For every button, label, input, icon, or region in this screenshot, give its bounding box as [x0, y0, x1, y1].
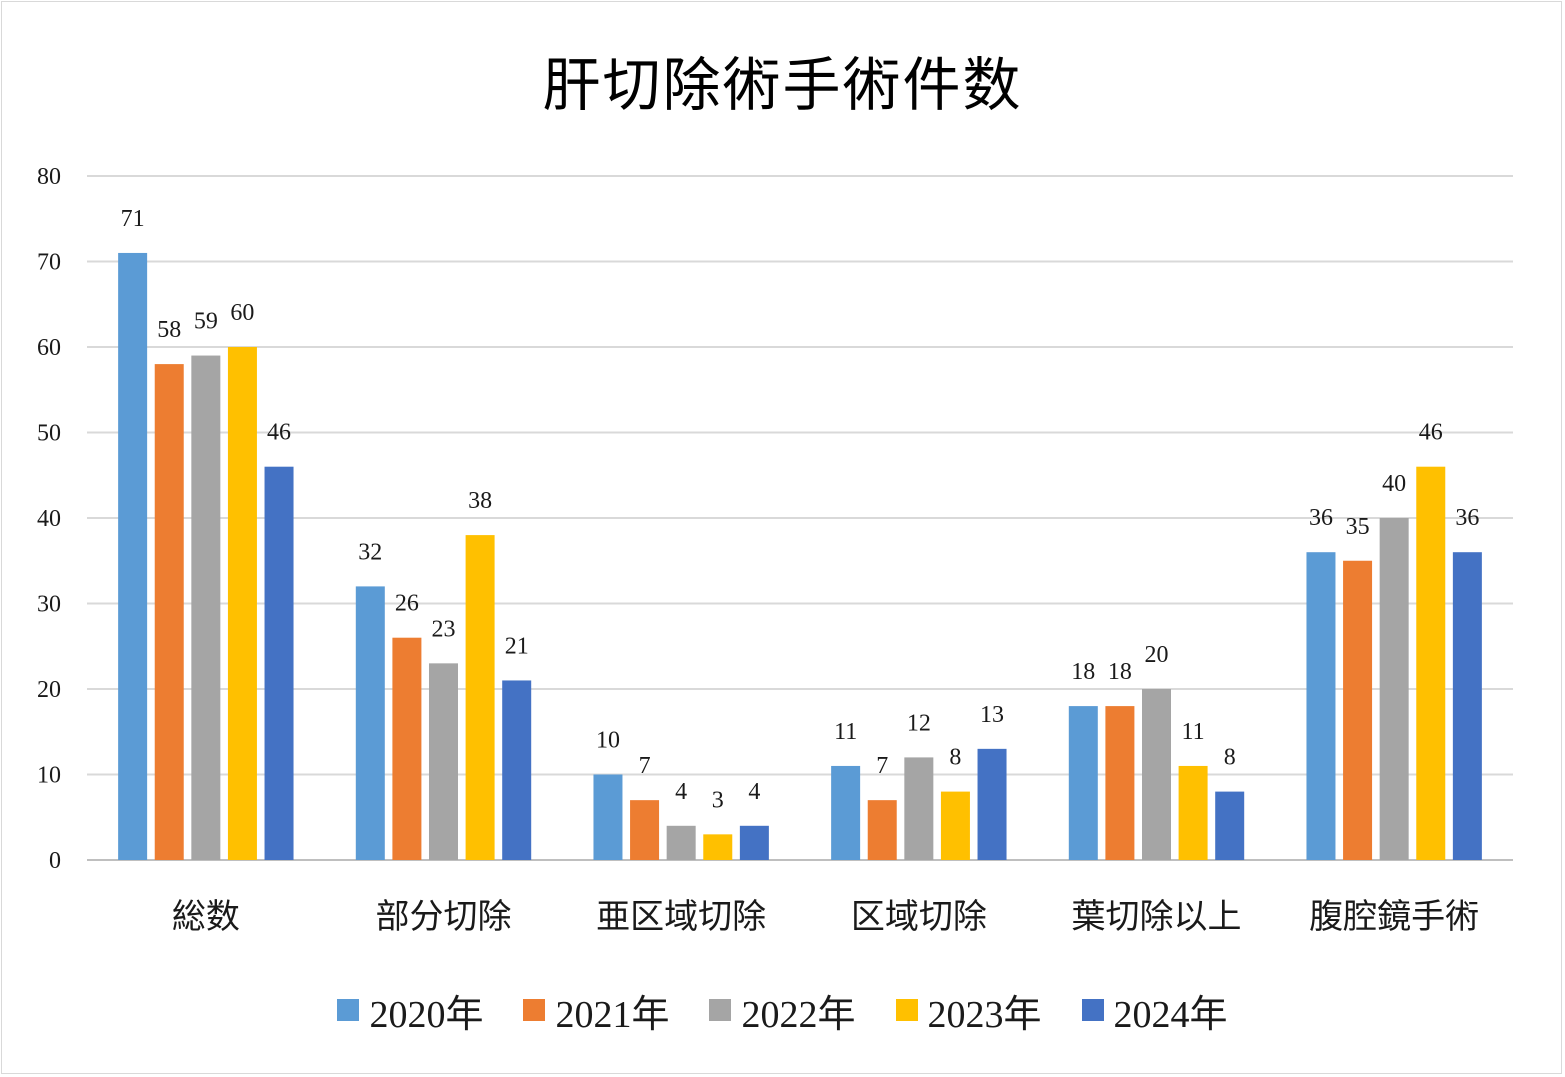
bar	[1105, 706, 1135, 860]
category-label: 腹腔鏡手術	[1309, 897, 1479, 937]
bar	[739, 825, 769, 860]
data-label: 21	[505, 633, 529, 659]
bar	[666, 825, 696, 860]
bar	[154, 364, 184, 860]
data-label: 58	[157, 317, 181, 343]
bar	[940, 791, 970, 860]
legend-label: 2024年	[1113, 993, 1228, 1036]
legend-item: 2021年	[523, 983, 669, 1038]
data-label: 11	[834, 719, 857, 745]
data-label: 46	[267, 420, 291, 446]
data-label: 46	[1419, 420, 1443, 446]
y-tick-label: 60	[37, 335, 61, 361]
data-label: 8	[1224, 745, 1236, 771]
bar	[630, 800, 660, 860]
bar	[1306, 552, 1336, 860]
bar	[1215, 791, 1245, 860]
category-label: 区域切除	[851, 897, 987, 937]
bar	[429, 663, 458, 860]
legend-label: 2022年	[741, 993, 856, 1036]
data-label: 7	[639, 753, 651, 779]
y-axis-ticks: 0 10 20 30 40 50 60 70 80	[37, 164, 61, 874]
data-label: 71	[121, 206, 145, 232]
legend-swatch	[523, 999, 546, 1021]
data-label: 36	[1309, 505, 1333, 531]
chart-title: 肝切除術手術件数	[542, 51, 1023, 119]
bar	[593, 774, 623, 860]
bar	[1178, 765, 1208, 860]
data-label: 20	[1145, 642, 1169, 668]
data-label: 18	[1071, 659, 1095, 685]
bar	[1142, 689, 1171, 860]
data-label: 11	[1182, 719, 1205, 745]
legend-item: 2020年	[337, 983, 483, 1038]
data-label: 3	[712, 787, 724, 813]
bar	[1379, 518, 1409, 860]
data-label: 12	[907, 710, 931, 736]
legend: 2020年 2021年 2022年 2023年 2024年	[0, 983, 1565, 1038]
y-tick-label: 40	[37, 506, 61, 532]
bar	[904, 757, 934, 860]
legend-swatch	[337, 999, 360, 1021]
legend-item: 2023年	[895, 983, 1042, 1038]
legend-swatch	[1081, 999, 1104, 1021]
bar	[264, 466, 294, 860]
data-label: 59	[194, 309, 218, 335]
bar	[831, 765, 861, 860]
data-label: 36	[1455, 505, 1479, 531]
y-tick-label: 20	[37, 677, 61, 703]
data-label: 32	[358, 539, 382, 565]
data-label: 35	[1346, 514, 1370, 540]
category-label: 部分切除	[376, 897, 512, 937]
data-label: 23	[432, 616, 456, 642]
y-tick-label: 70	[37, 250, 61, 276]
bar	[502, 680, 532, 860]
category-label: 亜区域切除	[596, 897, 766, 937]
bar	[227, 347, 257, 860]
legend-item: 2022年	[709, 983, 856, 1038]
bars	[118, 252, 1482, 860]
data-label: 26	[395, 591, 419, 617]
bar	[1416, 466, 1446, 860]
gridlines	[87, 175, 1513, 861]
data-label: 13	[980, 702, 1004, 728]
data-label: 60	[230, 300, 254, 326]
data-label: 8	[949, 745, 961, 771]
bar	[1452, 552, 1482, 860]
bar	[118, 252, 148, 860]
legend-item: 2024年	[1081, 983, 1228, 1038]
y-tick-label: 80	[37, 164, 61, 190]
data-label: 40	[1382, 471, 1406, 497]
bar	[191, 355, 221, 860]
legend-swatch	[709, 999, 732, 1021]
bar	[977, 748, 1007, 860]
x-axis-categories: 総数 部分切除 亜区域切除 区域切除 葉切除以上 腹腔鏡手術	[172, 897, 1479, 937]
y-tick-label: 50	[37, 421, 61, 447]
bar	[392, 637, 422, 860]
legend-swatch	[895, 999, 918, 1021]
bar	[1343, 560, 1373, 860]
legend-label: 2021年	[555, 993, 670, 1036]
y-tick-label: 10	[37, 763, 61, 789]
bar	[1068, 706, 1098, 860]
y-tick-label: 30	[37, 592, 61, 618]
bar	[465, 535, 495, 860]
legend-label: 2023年	[927, 993, 1042, 1036]
legend-label: 2020年	[369, 993, 484, 1036]
y-tick-label: 0	[49, 848, 61, 874]
data-label: 4	[748, 779, 760, 805]
data-label: 7	[876, 753, 888, 779]
data-label: 38	[468, 488, 492, 514]
bar	[355, 586, 385, 860]
category-label: 総数	[172, 897, 240, 937]
bar	[867, 800, 897, 860]
bar	[703, 834, 733, 860]
data-label: 18	[1108, 659, 1132, 685]
category-label: 葉切除以上	[1072, 897, 1242, 937]
data-label: 10	[596, 728, 620, 754]
data-label: 4	[675, 779, 687, 805]
